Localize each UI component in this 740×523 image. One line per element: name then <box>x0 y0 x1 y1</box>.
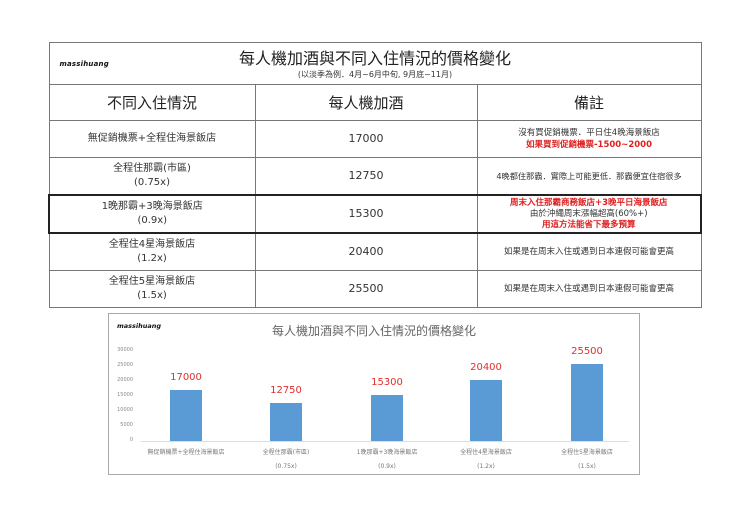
table-title-cell: massihuang 每人機加酒與不同入住情況的價格變化 (以淡季為例．4月~6… <box>48 42 702 85</box>
bar-value-label: 15300 <box>371 377 403 388</box>
price-bar-chart: massihuang 每人機加酒與不同入住情況的價格變化 30000 25000… <box>108 313 640 475</box>
column-header-price: 每人機加酒 <box>254 84 478 121</box>
bar <box>270 403 302 441</box>
y-tick: 0 <box>129 437 133 443</box>
y-tick: 20000 <box>117 377 133 383</box>
table-row-highlighted: 1晚那霸+3晚海景飯店 (0.9x) 15300 周末入住那霸商務飯店+3晚平日海… <box>48 194 703 234</box>
chart-title: 每人機加酒與不同入住情況的價格變化 <box>271 324 476 338</box>
price-table: massihuang 每人機加酒與不同入住情況的價格變化 (以淡季為例．4月~6… <box>48 42 703 308</box>
bar <box>170 390 202 441</box>
price-cell: 17000 <box>254 120 478 158</box>
bar-value-label: 17000 <box>170 372 202 383</box>
bar-value-label: 12750 <box>270 385 302 396</box>
table-row: 全程住那霸(市區) (0.75x) 12750 4晚都住那霸．實際上可能更低．那霸… <box>48 157 702 196</box>
y-tick: 30000 <box>117 347 133 353</box>
x-category-label: 無促銷機票+全程住海景飯店 <box>147 449 225 456</box>
case-cell: 全程住4星海景飯店 (1.2x) <box>48 232 256 271</box>
bar <box>371 395 403 441</box>
y-tick: 10000 <box>117 407 133 413</box>
case-cell: 全程住5星海景飯店 (1.5x) <box>48 270 256 308</box>
x-category-label: 全程住4星海景飯店 (1.2x) <box>460 449 512 470</box>
price-cell: 20400 <box>254 232 478 271</box>
table-row: 無促銷機票+全程住海景飯店 17000 沒有買促銷機票．平日住4晚海景飯店 如果… <box>48 120 702 158</box>
note-cell: 4晚都住那霸．實際上可能更低．那霸便宜住宿很多 <box>476 157 702 196</box>
price-cell: 25500 <box>254 270 478 308</box>
bar <box>470 380 502 441</box>
x-category-label: 1晚那霸+3晚海景飯店 (0.9x) <box>356 449 418 470</box>
bar <box>571 364 603 441</box>
x-category-label: 全程住5星海景飯店 (1.5x) <box>561 449 613 470</box>
table-row: 全程住5星海景飯店 (1.5x) 25500 如果是在周末入住或遇到日本連假可能會… <box>48 270 702 308</box>
brand-logo: massihuang <box>59 60 109 68</box>
note-cell: 周末入住那霸商務飯店+3晚平日海景飯店 由於沖繩周末漲幅超高(60%+) 用這方… <box>476 194 703 234</box>
y-tick: 15000 <box>117 392 133 398</box>
column-header-note: 備註 <box>476 84 702 121</box>
price-cell: 15300 <box>254 194 478 234</box>
column-header-case: 不同入住情況 <box>48 84 256 121</box>
y-tick: 5000 <box>120 422 133 428</box>
table-header-row: 不同入住情況 每人機加酒 備註 <box>48 84 702 121</box>
bar-value-label: 20400 <box>470 362 502 373</box>
price-cell: 12750 <box>254 157 478 196</box>
price-table-container: massihuang 每人機加酒與不同入住情況的價格變化 (以淡季為例．4月~6… <box>48 42 703 308</box>
x-category-label: 全程住那霸(市區) (0.75x) <box>262 449 310 470</box>
table-subtitle: (以淡季為例．4月~6月中旬, 9月底~11月) <box>297 69 453 79</box>
note-cell: 沒有買促銷機票．平日住4晚海景飯店 如果買到促銷機票-1500~2000 <box>476 120 702 158</box>
table-row: 全程住4星海景飯店 (1.2x) 20400 如果是在周末入住或遇到日本連假可能會… <box>48 232 702 271</box>
y-tick: 25000 <box>117 362 133 368</box>
note-cell: 如果是在周末入住或遇到日本連假可能會更高 <box>476 270 702 308</box>
x-axis-line <box>141 441 629 442</box>
chart-brand-logo: massihuang <box>117 322 162 330</box>
case-cell: 無促銷機票+全程住海景飯店 <box>48 120 256 158</box>
case-cell: 1晚那霸+3晚海景飯店 (0.9x) <box>48 194 256 234</box>
note-cell: 如果是在周末入住或遇到日本連假可能會更高 <box>476 232 702 271</box>
table-title: 每人機加酒與不同入住情況的價格變化 <box>239 48 512 68</box>
case-cell: 全程住那霸(市區) (0.75x) <box>48 157 256 196</box>
bar-value-label: 25500 <box>571 346 603 357</box>
